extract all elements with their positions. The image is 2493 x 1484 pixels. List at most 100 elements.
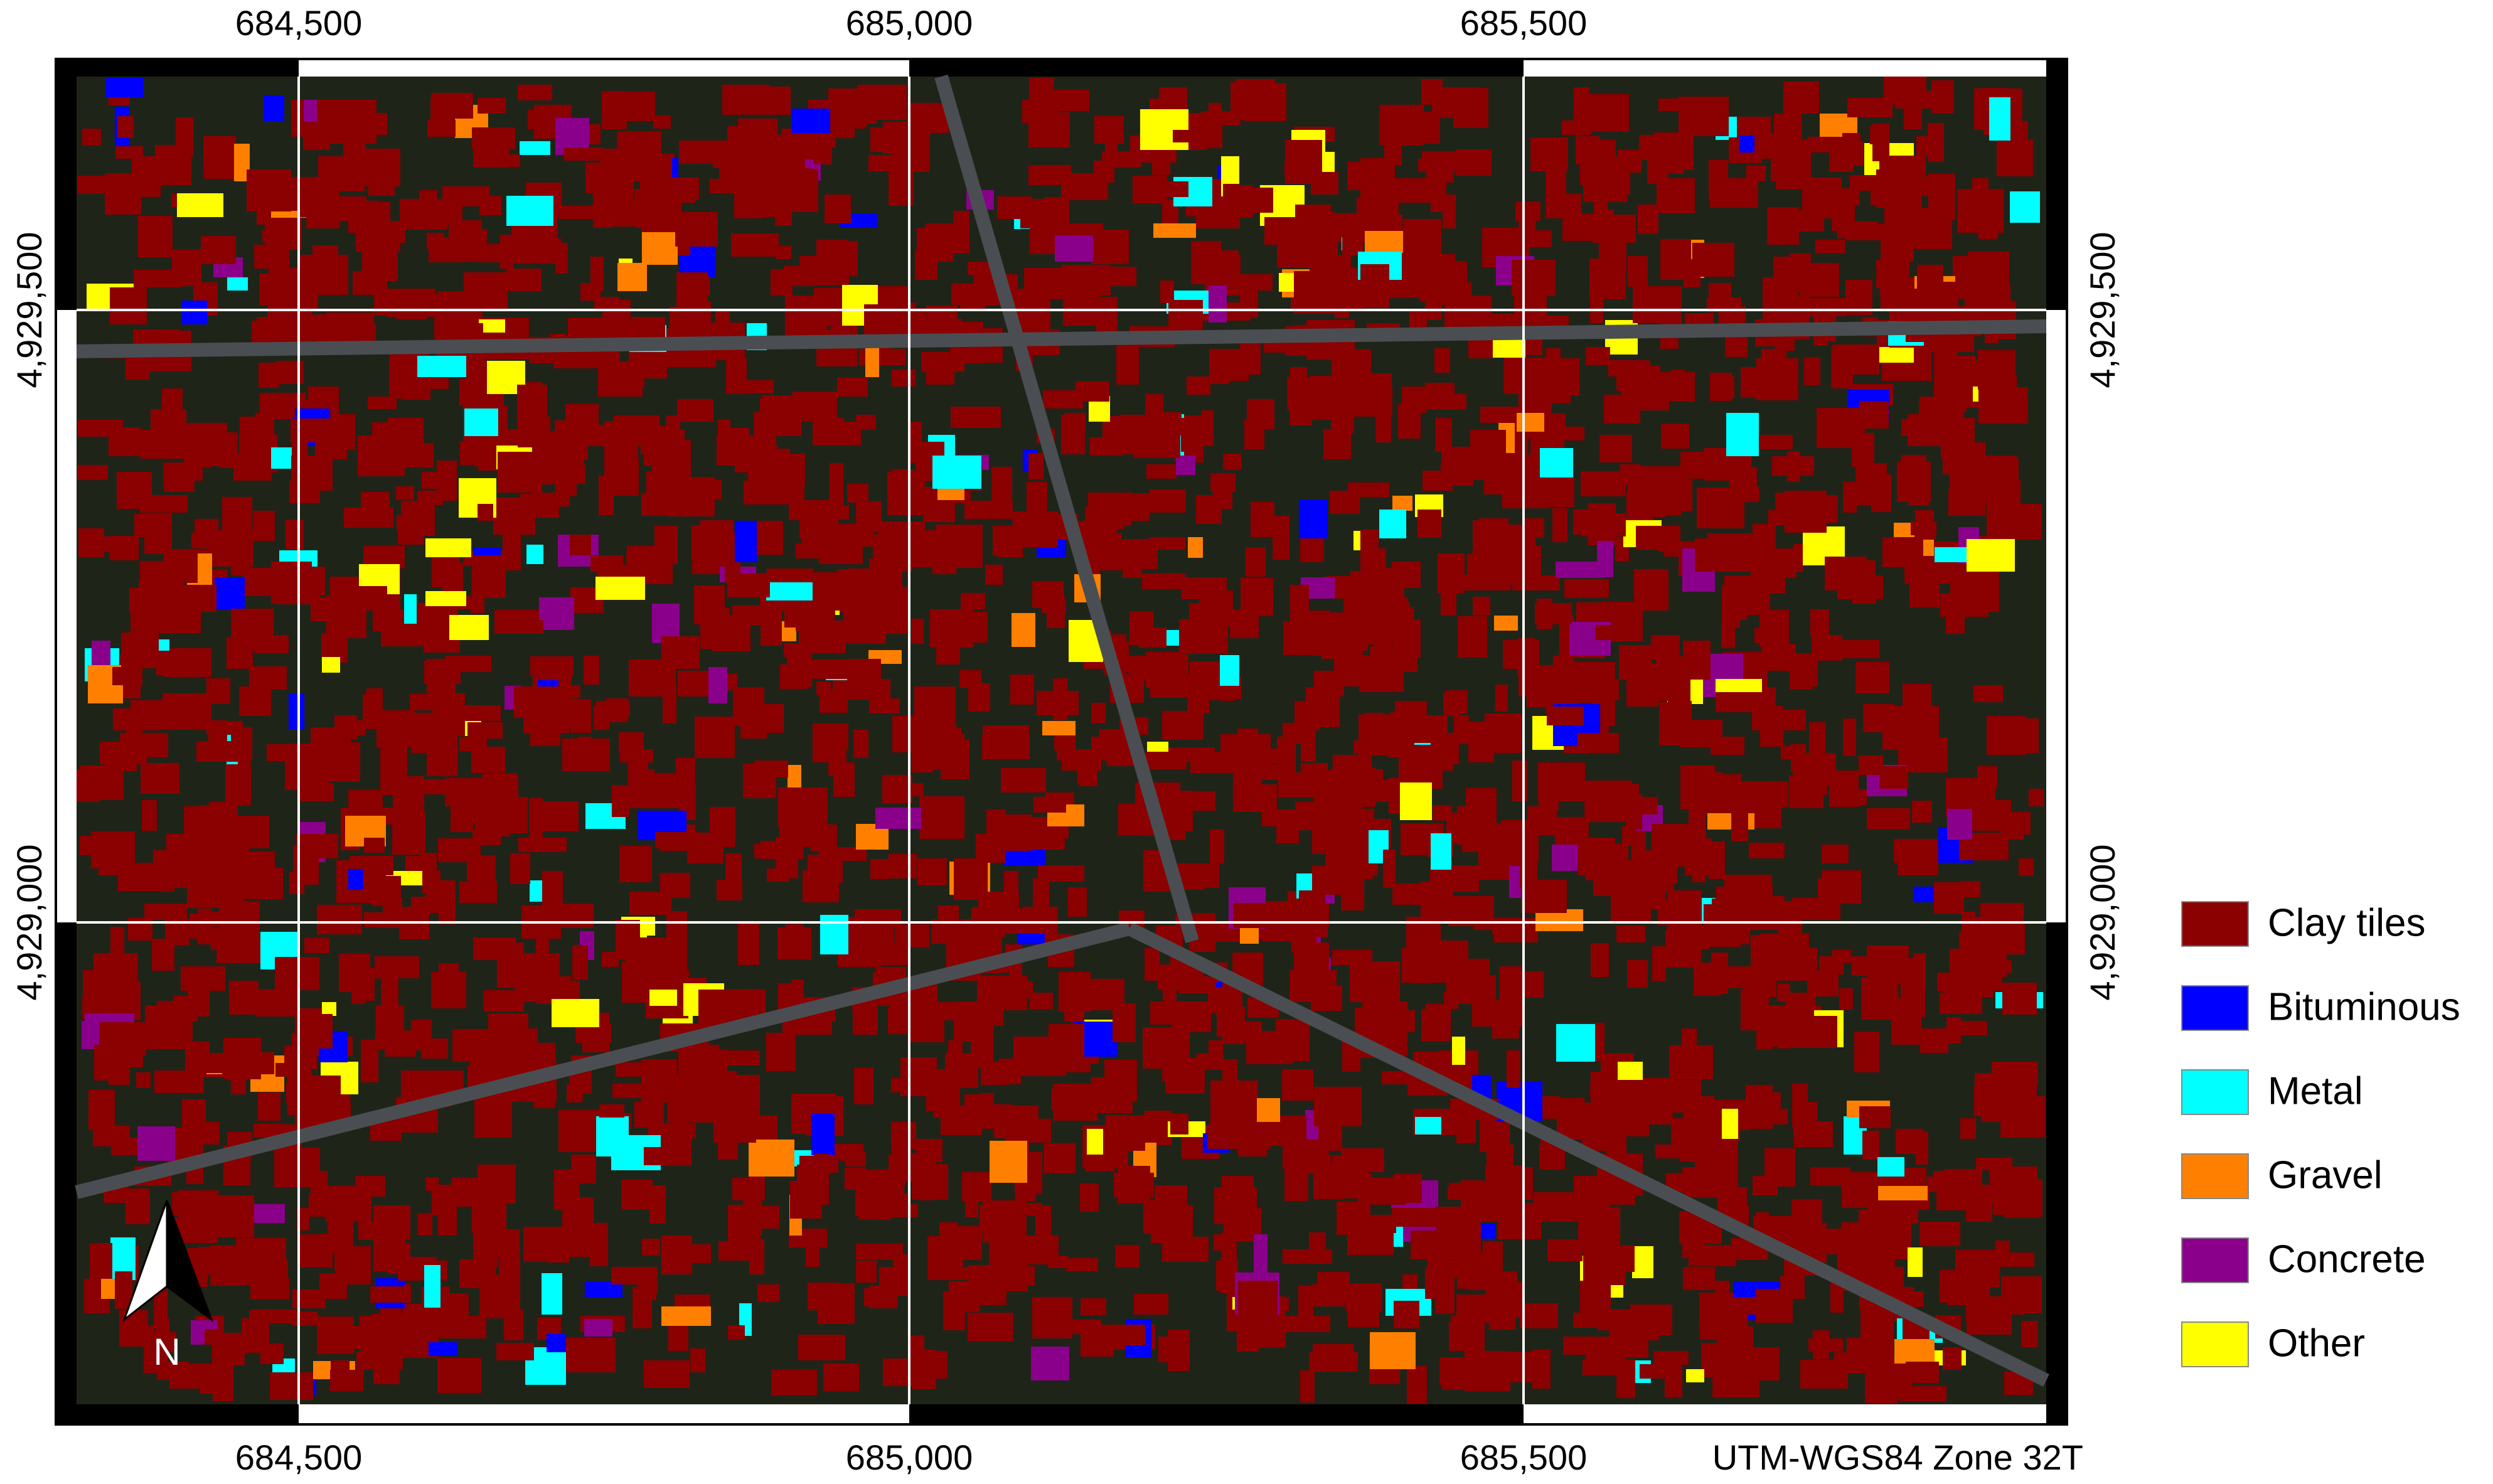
roof bbox=[2021, 1321, 2038, 1347]
roof bbox=[1621, 388, 1669, 410]
legend: Clay tiles Bituminous Metal Gravel Concrete O… bbox=[2181, 901, 2460, 1367]
roof bbox=[120, 733, 168, 757]
roof bbox=[460, 442, 487, 465]
y-label-left: 4,929,000 bbox=[9, 844, 49, 1000]
road bbox=[76, 319, 2047, 358]
roof bbox=[999, 1059, 1021, 1084]
roof bbox=[617, 93, 655, 121]
roof bbox=[77, 176, 122, 194]
roof bbox=[1726, 413, 1759, 456]
roof bbox=[856, 501, 882, 532]
roof bbox=[754, 412, 801, 436]
roof bbox=[1031, 1347, 1069, 1380]
roof bbox=[404, 594, 417, 624]
roof bbox=[297, 783, 334, 801]
roof bbox=[162, 601, 201, 633]
roof bbox=[1400, 782, 1432, 820]
roof bbox=[542, 1273, 562, 1315]
roof bbox=[941, 612, 988, 643]
roof bbox=[515, 1043, 555, 1064]
roof bbox=[299, 177, 323, 217]
roof bbox=[596, 1116, 629, 1156]
roof bbox=[331, 1360, 350, 1383]
roof bbox=[178, 423, 227, 439]
roof bbox=[713, 1111, 756, 1143]
roof bbox=[823, 506, 849, 520]
roof bbox=[1562, 427, 1584, 440]
roof bbox=[1710, 373, 1732, 401]
roof bbox=[1871, 191, 1894, 205]
roof bbox=[393, 443, 434, 467]
roof bbox=[644, 1147, 685, 1165]
roof bbox=[980, 1205, 1023, 1234]
roof bbox=[503, 531, 521, 570]
roof bbox=[1392, 562, 1421, 588]
roof bbox=[1822, 845, 1849, 863]
roof bbox=[819, 847, 867, 861]
roof bbox=[430, 99, 452, 127]
roof bbox=[1507, 1352, 1536, 1382]
roof bbox=[1426, 282, 1471, 305]
roof bbox=[766, 1033, 796, 1071]
roof bbox=[738, 923, 759, 965]
roof bbox=[1207, 1124, 1249, 1149]
roof bbox=[183, 549, 198, 583]
roof bbox=[1168, 1330, 1190, 1371]
roof bbox=[1172, 1001, 1211, 1032]
roof bbox=[694, 585, 725, 624]
roof bbox=[392, 811, 425, 855]
roof bbox=[254, 1124, 286, 1138]
roof bbox=[1220, 655, 1239, 686]
roof bbox=[462, 705, 501, 721]
roof bbox=[856, 1244, 903, 1260]
roof bbox=[1088, 493, 1131, 525]
roof bbox=[1456, 1116, 1476, 1143]
roof bbox=[2000, 932, 2015, 953]
roof bbox=[1530, 478, 1574, 507]
roof bbox=[2005, 1283, 2025, 1315]
roof bbox=[1640, 1364, 1682, 1379]
roof bbox=[830, 463, 843, 506]
roof bbox=[1001, 768, 1046, 793]
roof bbox=[164, 462, 195, 492]
roof bbox=[109, 1058, 130, 1085]
roof bbox=[517, 385, 547, 419]
roof bbox=[1214, 594, 1230, 620]
roof bbox=[1049, 1024, 1084, 1060]
roof bbox=[1399, 745, 1443, 789]
roof bbox=[1743, 969, 1776, 997]
roof bbox=[1146, 752, 1187, 769]
roof bbox=[847, 569, 874, 581]
roof bbox=[621, 1180, 653, 1210]
roof bbox=[222, 497, 252, 538]
roof bbox=[249, 666, 287, 690]
roof bbox=[1024, 268, 1070, 299]
roof bbox=[629, 892, 671, 915]
roof bbox=[1451, 1315, 1471, 1337]
roof bbox=[105, 77, 143, 97]
roof bbox=[253, 511, 275, 541]
roof bbox=[115, 146, 143, 159]
roof bbox=[854, 1068, 873, 1104]
roof bbox=[965, 1197, 978, 1217]
roof bbox=[865, 348, 879, 377]
roof bbox=[807, 659, 848, 679]
roof bbox=[1865, 1374, 1898, 1403]
roof bbox=[138, 216, 173, 257]
roof bbox=[257, 1260, 288, 1294]
roof bbox=[1771, 139, 1811, 181]
roof bbox=[493, 1276, 511, 1290]
roof bbox=[206, 678, 230, 704]
roof bbox=[777, 927, 811, 959]
roof bbox=[1421, 1009, 1450, 1042]
roof bbox=[264, 95, 284, 121]
roof bbox=[1574, 1176, 1610, 1218]
roof bbox=[140, 495, 188, 513]
roof bbox=[1947, 809, 1972, 840]
roof bbox=[431, 972, 466, 1008]
roof bbox=[1918, 176, 1936, 196]
roof bbox=[1597, 541, 1613, 577]
roof bbox=[757, 521, 783, 555]
roof bbox=[464, 408, 498, 436]
roof bbox=[649, 1185, 666, 1224]
